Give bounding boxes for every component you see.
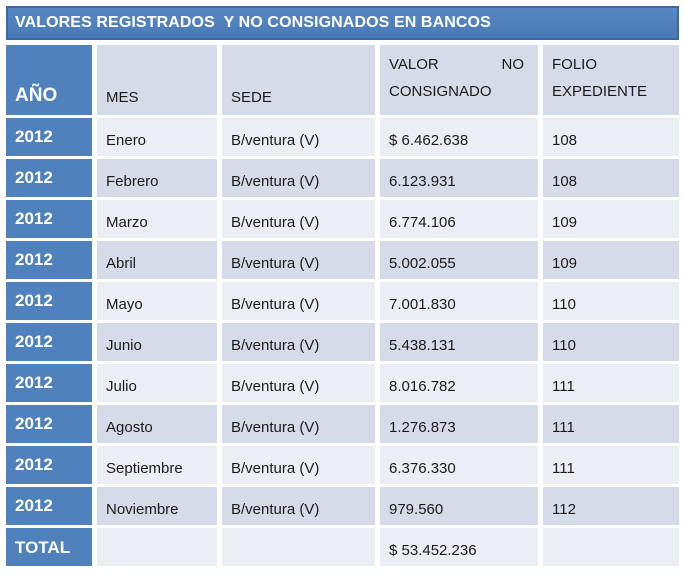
mes-cell: Septiembre — [97, 446, 217, 484]
folio-cell: 109 — [543, 200, 679, 238]
mes-cell: Abril — [97, 241, 217, 279]
column-header-folio: FOLIO EXPEDIENTE — [543, 45, 679, 115]
year-cell: 2012 — [6, 487, 92, 525]
sede-cell: B/ventura (V) — [222, 241, 375, 279]
folio-cell: 109 — [543, 241, 679, 279]
mes-cell: Agosto — [97, 405, 217, 443]
sede-cell: B/ventura (V) — [222, 282, 375, 320]
mes-cell: Marzo — [97, 200, 217, 238]
year-cell: 2012 — [6, 405, 92, 443]
column-header-valor-word2: NO — [501, 56, 525, 73]
column-header-valor-line2: CONSIGNADO — [389, 83, 492, 100]
total-valor-cell: $ 53.452.236 — [380, 528, 538, 566]
valor-cell: 1.276.873 — [380, 405, 538, 443]
mes-cell: Julio — [97, 364, 217, 402]
table-grid: AÑO MES SEDE VALOR NO CONSIGNADO FOLIO E… — [6, 45, 679, 566]
valor-cell: 979.560 — [380, 487, 538, 525]
total-sede-cell — [222, 528, 375, 566]
table-slide: VALORES REGISTRADOS Y NO CONSIGNADOS EN … — [6, 6, 679, 566]
valor-cell: 6.123.931 — [380, 159, 538, 197]
mes-cell: Febrero — [97, 159, 217, 197]
folio-cell: 111 — [543, 405, 679, 443]
folio-cell: 111 — [543, 364, 679, 402]
year-cell: 2012 — [6, 159, 92, 197]
year-cell: 2012 — [6, 364, 92, 402]
valor-cell: 8.016.782 — [380, 364, 538, 402]
year-cell: 2012 — [6, 446, 92, 484]
folio-cell: 110 — [543, 323, 679, 361]
valor-cell: $ 6.462.638 — [380, 118, 538, 156]
year-cell: 2012 — [6, 282, 92, 320]
mes-cell: Noviembre — [97, 487, 217, 525]
column-header-valor: VALOR NO CONSIGNADO — [380, 45, 538, 115]
sede-cell: B/ventura (V) — [222, 487, 375, 525]
sede-cell: B/ventura (V) — [222, 364, 375, 402]
valor-cell: 6.376.330 — [380, 446, 538, 484]
sede-cell: B/ventura (V) — [222, 323, 375, 361]
total-mes-cell — [97, 528, 217, 566]
valor-cell: 5.002.055 — [380, 241, 538, 279]
folio-cell: 112 — [543, 487, 679, 525]
folio-cell: 108 — [543, 159, 679, 197]
total-folio-cell — [543, 528, 679, 566]
sede-cell: B/ventura (V) — [222, 200, 375, 238]
mes-cell: Junio — [97, 323, 217, 361]
column-header-valor-line1: VALOR NO — [389, 51, 532, 78]
folio-cell: 111 — [543, 446, 679, 484]
folio-cell: 110 — [543, 282, 679, 320]
year-cell: 2012 — [6, 118, 92, 156]
sede-cell: B/ventura (V) — [222, 118, 375, 156]
folio-cell: 108 — [543, 118, 679, 156]
column-header-mes: MES — [97, 45, 217, 115]
sede-cell: B/ventura (V) — [222, 405, 375, 443]
year-cell: 2012 — [6, 323, 92, 361]
mes-cell: Mayo — [97, 282, 217, 320]
valor-cell: 5.438.131 — [380, 323, 538, 361]
sede-cell: B/ventura (V) — [222, 446, 375, 484]
valor-cell: 7.001.830 — [380, 282, 538, 320]
year-cell: 2012 — [6, 200, 92, 238]
total-label-cell: TOTAL — [6, 528, 92, 566]
year-cell: 2012 — [6, 241, 92, 279]
column-header-valor-word1: VALOR — [389, 56, 439, 73]
sede-cell: B/ventura (V) — [222, 159, 375, 197]
table-title: VALORES REGISTRADOS Y NO CONSIGNADOS EN … — [6, 6, 679, 40]
column-header-ano: AÑO — [6, 45, 92, 115]
mes-cell: Enero — [97, 118, 217, 156]
column-header-sede: SEDE — [222, 45, 375, 115]
valor-cell: 6.774.106 — [380, 200, 538, 238]
